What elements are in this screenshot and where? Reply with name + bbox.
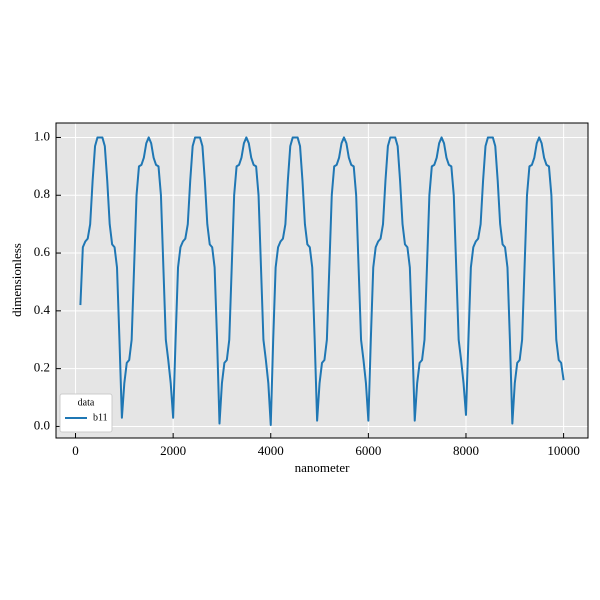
x-tick-label: 0 xyxy=(72,443,79,458)
x-tick-label: 2000 xyxy=(160,443,186,458)
y-tick-label: 0.6 xyxy=(34,244,51,259)
y-tick-label: 0.2 xyxy=(34,360,50,375)
legend-box xyxy=(59,393,113,433)
plot-area xyxy=(56,123,588,438)
legend-label: b11 xyxy=(93,412,108,423)
x-tick-label: 6000 xyxy=(355,443,381,458)
y-tick-label: 1.0 xyxy=(34,128,50,143)
x-tick-label: 8000 xyxy=(453,443,479,458)
data-line xyxy=(79,136,565,426)
ticks: 0 2000 4000 6000 8000 10000 0.0 0.2 0.4 0.6 0.8 1.0 xyxy=(34,128,580,458)
y-tick-label: 0.4 xyxy=(34,302,51,317)
legend: data b11 xyxy=(59,393,113,433)
lines xyxy=(79,136,565,426)
x-tick-label: 10000 xyxy=(547,443,580,458)
y-axis-label: dimensionless xyxy=(9,243,24,317)
y-tick-label: 0.8 xyxy=(34,186,50,201)
y-tick-label: 0.0 xyxy=(34,417,50,432)
axes-frame xyxy=(55,122,589,439)
x-axis-label: nanometer xyxy=(295,460,351,475)
legend-title: data xyxy=(78,397,95,408)
x-tick-label: 4000 xyxy=(258,443,284,458)
